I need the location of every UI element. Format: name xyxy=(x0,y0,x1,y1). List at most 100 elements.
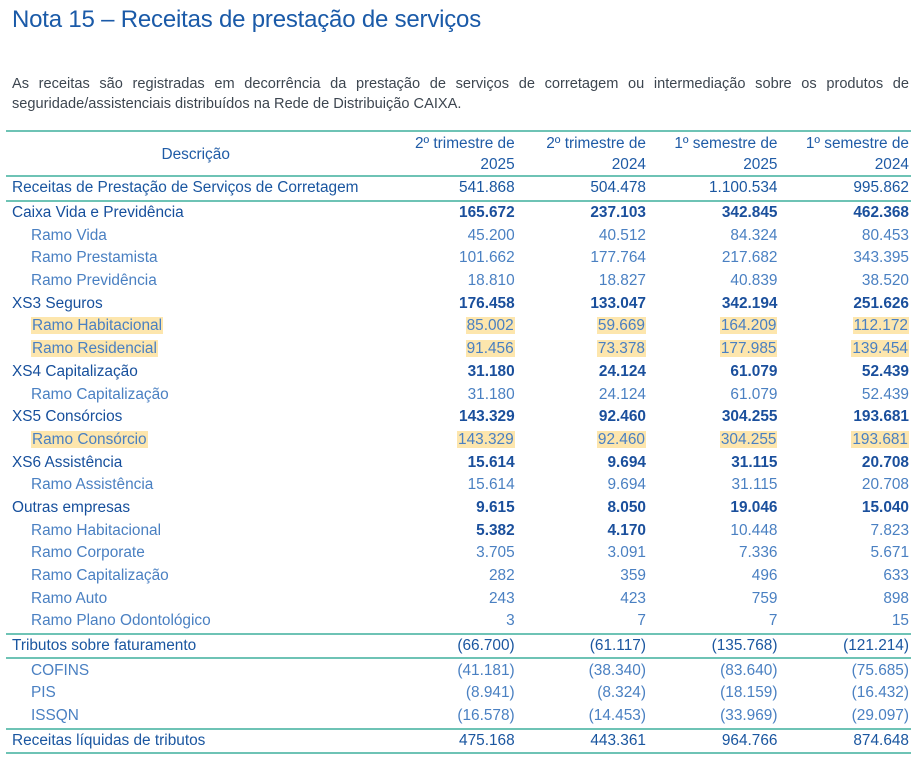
value-cell-s1-2024: 874.648 xyxy=(779,727,911,755)
value-cell-s1-2024: 5.671 xyxy=(779,542,911,565)
value: 101.662 xyxy=(459,249,515,267)
value: (135.768) xyxy=(711,637,778,655)
value: 24.124 xyxy=(598,385,646,403)
value-cell-s1-2024: 112.172 xyxy=(779,315,911,338)
value-cell-q2-2025: 9.615 xyxy=(385,497,516,520)
value-cell-q2-2025: 243 xyxy=(385,587,516,610)
row-label: Receitas de Prestação de Serviços de Cor… xyxy=(12,179,359,197)
value: 61.079 xyxy=(730,385,778,403)
value: 15.614 xyxy=(467,476,515,494)
value: 359 xyxy=(620,567,646,585)
value-cell-s1-2025: 31.115 xyxy=(648,474,780,497)
table-row: Caixa Vida e Previdência 165.672 237.103 34… xyxy=(6,201,911,225)
row-label-cell: Outras empresas xyxy=(6,497,385,520)
value-cell-q2-2025: 15.614 xyxy=(385,474,516,497)
value: 40.839 xyxy=(730,272,778,290)
value-cell-q2-2024: 18.827 xyxy=(517,270,648,293)
table-row: Ramo Plano Odontológico 3 7 7 15 xyxy=(6,610,911,634)
value-cell-s1-2024: 633 xyxy=(779,565,911,588)
row-label: Ramo Plano Odontológico xyxy=(31,612,211,630)
value: (16.578) xyxy=(457,707,515,725)
row-label: XS4 Capitalização xyxy=(12,362,138,380)
value-cell-s1-2024: 80.453 xyxy=(779,224,911,247)
value-cell-q2-2024: 40.512 xyxy=(517,224,648,247)
value: 251.626 xyxy=(853,294,909,312)
value: 31.115 xyxy=(731,453,778,471)
table-row: Ramo Prestamista 101.662 177.764 217.682 343… xyxy=(6,247,911,270)
value-cell-s1-2024: 38.520 xyxy=(779,270,911,293)
intro-paragraph: As receitas são registradas em decorrênc… xyxy=(12,76,909,112)
value-cell-s1-2024: 20.708 xyxy=(779,474,911,497)
value-cell-q2-2024: 92.460 xyxy=(517,429,648,452)
value: 243 xyxy=(488,589,515,607)
value-cell-q2-2025: (66.700) xyxy=(385,632,517,660)
value: 5.671 xyxy=(870,544,909,562)
value: 84.324 xyxy=(730,226,778,244)
header-q2-2024: 2º trimestre de 2024 xyxy=(516,130,648,177)
value: 52.439 xyxy=(861,362,909,380)
value: 304.255 xyxy=(721,408,778,426)
value-cell-q2-2025: 541.868 xyxy=(385,175,517,202)
value: 237.103 xyxy=(590,204,646,222)
row-label: Outras empresas xyxy=(12,498,131,516)
value: 91.456 xyxy=(465,340,515,358)
value-cell-q2-2024: (38.340) xyxy=(517,658,648,682)
value: (61.117) xyxy=(589,637,646,655)
value: 165.672 xyxy=(459,204,515,222)
value: 443.361 xyxy=(590,731,646,749)
table-row: XS3 Seguros 176.458 133.047 342.194 251.626 xyxy=(6,292,911,315)
value-cell-q2-2024: 423 xyxy=(517,587,648,610)
value: (38.340) xyxy=(588,661,646,679)
header-s1-2024: 1º semestre de 2024 xyxy=(779,130,911,177)
value: 874.648 xyxy=(853,731,909,749)
value-cell-q2-2024: (61.117) xyxy=(516,632,648,660)
value: (8.941) xyxy=(465,684,515,702)
table-row: Ramo Auto 243 423 759 898 xyxy=(6,587,911,610)
value-cell-s1-2025: 61.079 xyxy=(648,361,780,384)
value: 423 xyxy=(620,589,646,607)
value-cell-q2-2024: 73.378 xyxy=(517,338,648,361)
row-label-cell: Ramo Vida xyxy=(6,224,385,247)
value: 139.454 xyxy=(851,340,909,358)
value-cell-s1-2025: 759 xyxy=(648,587,780,610)
value: 193.681 xyxy=(851,430,909,448)
table-row: Ramo Capitalização 282 359 496 633 xyxy=(6,565,911,588)
value: 3 xyxy=(506,612,515,630)
value: 3.091 xyxy=(607,544,646,562)
value: 4.170 xyxy=(607,521,646,539)
value: 995.862 xyxy=(853,179,909,197)
value-cell-s1-2025: 496 xyxy=(648,565,780,588)
row-label: Tributos sobre faturamento xyxy=(12,637,197,655)
value-cell-s1-2024: 193.681 xyxy=(779,406,911,429)
value: 475.168 xyxy=(459,731,515,749)
row-label-cell: Ramo Habitacional xyxy=(6,519,385,542)
value: 143.329 xyxy=(459,408,515,426)
row-label: Ramo Vida xyxy=(31,226,107,244)
value: 759 xyxy=(751,589,778,607)
row-label: Ramo Corporate xyxy=(31,544,145,562)
row-label: Ramo Consórcio xyxy=(31,430,148,448)
row-label-cell: Ramo Capitalização xyxy=(6,383,385,406)
row-label-cell: Tributos sobre faturamento xyxy=(6,632,386,660)
row-label: XS6 Assistência xyxy=(12,453,123,471)
value: 5.382 xyxy=(476,521,515,539)
value-cell-q2-2024: 59.669 xyxy=(517,315,648,338)
value: 633 xyxy=(883,567,909,585)
value-cell-q2-2024: 177.764 xyxy=(517,247,648,270)
value-cell-s1-2025: (33.969) xyxy=(648,705,780,729)
row-label-cell: ISSQN xyxy=(6,705,385,729)
value-cell-q2-2025: 45.200 xyxy=(385,224,516,247)
value-cell-s1-2024: 139.454 xyxy=(779,338,911,361)
row-label: Ramo Capitalização xyxy=(31,385,169,403)
value: 15.040 xyxy=(861,498,909,516)
value-cell-q2-2025: 143.329 xyxy=(385,406,516,429)
value-cell-q2-2025: 5.382 xyxy=(385,519,516,542)
value-cell-s1-2025: 304.255 xyxy=(648,429,780,452)
value-cell-s1-2025: 342.845 xyxy=(648,201,780,225)
value: 342.194 xyxy=(721,294,778,312)
value-cell-s1-2025: (18.159) xyxy=(648,682,780,705)
value-cell-q2-2025: 101.662 xyxy=(385,247,516,270)
revenue-table: Descrição 2º trimestre de 2025 2º trimes… xyxy=(6,130,911,755)
row-label-cell: Ramo Capitalização xyxy=(6,565,385,588)
table-body: Receitas de Prestação de Serviços de Cor… xyxy=(6,175,911,755)
